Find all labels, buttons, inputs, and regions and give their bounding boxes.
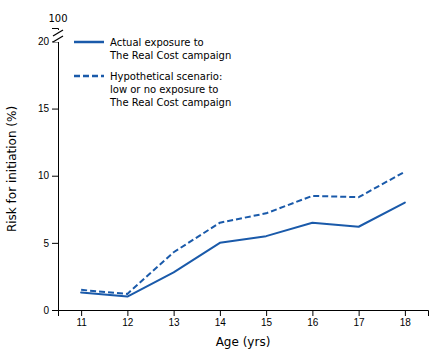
x-tick-mark xyxy=(266,310,267,316)
x-axis-line xyxy=(59,311,429,317)
axis-break-mark xyxy=(53,30,63,36)
y-tick-mark xyxy=(52,243,58,244)
x-tick: 14 xyxy=(215,310,227,328)
x-tick-mark xyxy=(359,310,360,316)
legend-label: Hypothetical scenario: low or no exposure… xyxy=(109,71,231,108)
lines xyxy=(81,172,405,297)
plot-area: 11 12 13 14 15 16 17 18 0 5 10 15 20 100 Actual exposu… xyxy=(38,13,429,328)
x-tick-label: 12 xyxy=(122,317,134,328)
x-tick-label: 16 xyxy=(307,317,319,328)
y-tick-label: 10 xyxy=(38,170,50,181)
axis-break-gap xyxy=(53,30,63,36)
x-tick: 18 xyxy=(400,310,412,328)
x-tick-mark xyxy=(220,310,221,316)
x-tick-label: 17 xyxy=(354,317,366,328)
annotation: 100 xyxy=(48,13,67,24)
legend-label-line: Hypothetical scenario: xyxy=(110,71,222,82)
line xyxy=(81,172,405,294)
x-tick-mark xyxy=(405,310,406,316)
x-tick-mark xyxy=(174,310,175,316)
x-tick: 11 xyxy=(76,310,87,328)
y-tick: 5 xyxy=(43,238,58,249)
legend-label-line: Actual exposure to xyxy=(110,37,204,48)
y-tick: 15 xyxy=(38,103,58,114)
legend-label: Actual exposure to The Real Cost campaign xyxy=(109,37,231,61)
y-axis-title: Risk for initiation (%) xyxy=(5,106,19,232)
y-tick-label: 20 xyxy=(38,36,50,47)
x-tick-mark xyxy=(127,310,128,316)
y-tick-label: 5 xyxy=(43,238,49,249)
y-tick-label: 15 xyxy=(38,103,50,114)
x-tick-mark xyxy=(81,310,82,316)
x-axis-title: Age (yrs) xyxy=(216,335,271,349)
line xyxy=(81,203,405,297)
legend-label-line: low or no exposure to xyxy=(110,84,218,95)
y-tick: 0 xyxy=(43,305,58,316)
legend-swatch xyxy=(74,41,104,44)
legend-label-line: The Real Cost campaign xyxy=(109,97,231,108)
y-axis: 0 5 10 15 20 xyxy=(38,29,59,316)
y-tick-label: 0 xyxy=(43,305,49,316)
x-tick: 12 xyxy=(122,310,134,328)
x-tick-label: 13 xyxy=(169,317,181,328)
x-tick-label: 15 xyxy=(261,317,273,328)
y-tick-mark xyxy=(52,310,58,311)
x-tick: 15 xyxy=(261,310,273,328)
x-tick-label: 11 xyxy=(76,317,87,328)
chart: 11 12 13 14 15 16 17 18 0 5 10 15 20 100 Actual exposu… xyxy=(0,0,444,354)
legend-swatch xyxy=(74,75,104,78)
y-tick: 10 xyxy=(38,170,58,181)
axis-break xyxy=(53,30,63,42)
axis-break-gap xyxy=(53,36,63,42)
legend-label-line: The Real Cost campaign xyxy=(109,50,231,61)
x-tick: 17 xyxy=(354,310,366,328)
x-tick-label: 18 xyxy=(400,317,412,328)
x-axis: 11 12 13 14 15 16 17 18 xyxy=(59,310,429,328)
x-tick-mark xyxy=(312,310,313,316)
y-tick-mark xyxy=(52,109,58,110)
legend-item: Actual exposure to The Real Cost campaign xyxy=(74,37,231,61)
legend-item: Hypothetical scenario: low or no exposure… xyxy=(74,71,231,108)
legend: Actual exposure to The Real Cost campaign… xyxy=(74,37,231,108)
x-tick: 13 xyxy=(169,310,181,328)
x-tick-label: 14 xyxy=(215,317,227,328)
y-tick-mark xyxy=(52,176,58,177)
x-tick: 16 xyxy=(307,310,319,328)
y-axis-line xyxy=(52,29,59,311)
axis-break-mark xyxy=(53,36,63,42)
